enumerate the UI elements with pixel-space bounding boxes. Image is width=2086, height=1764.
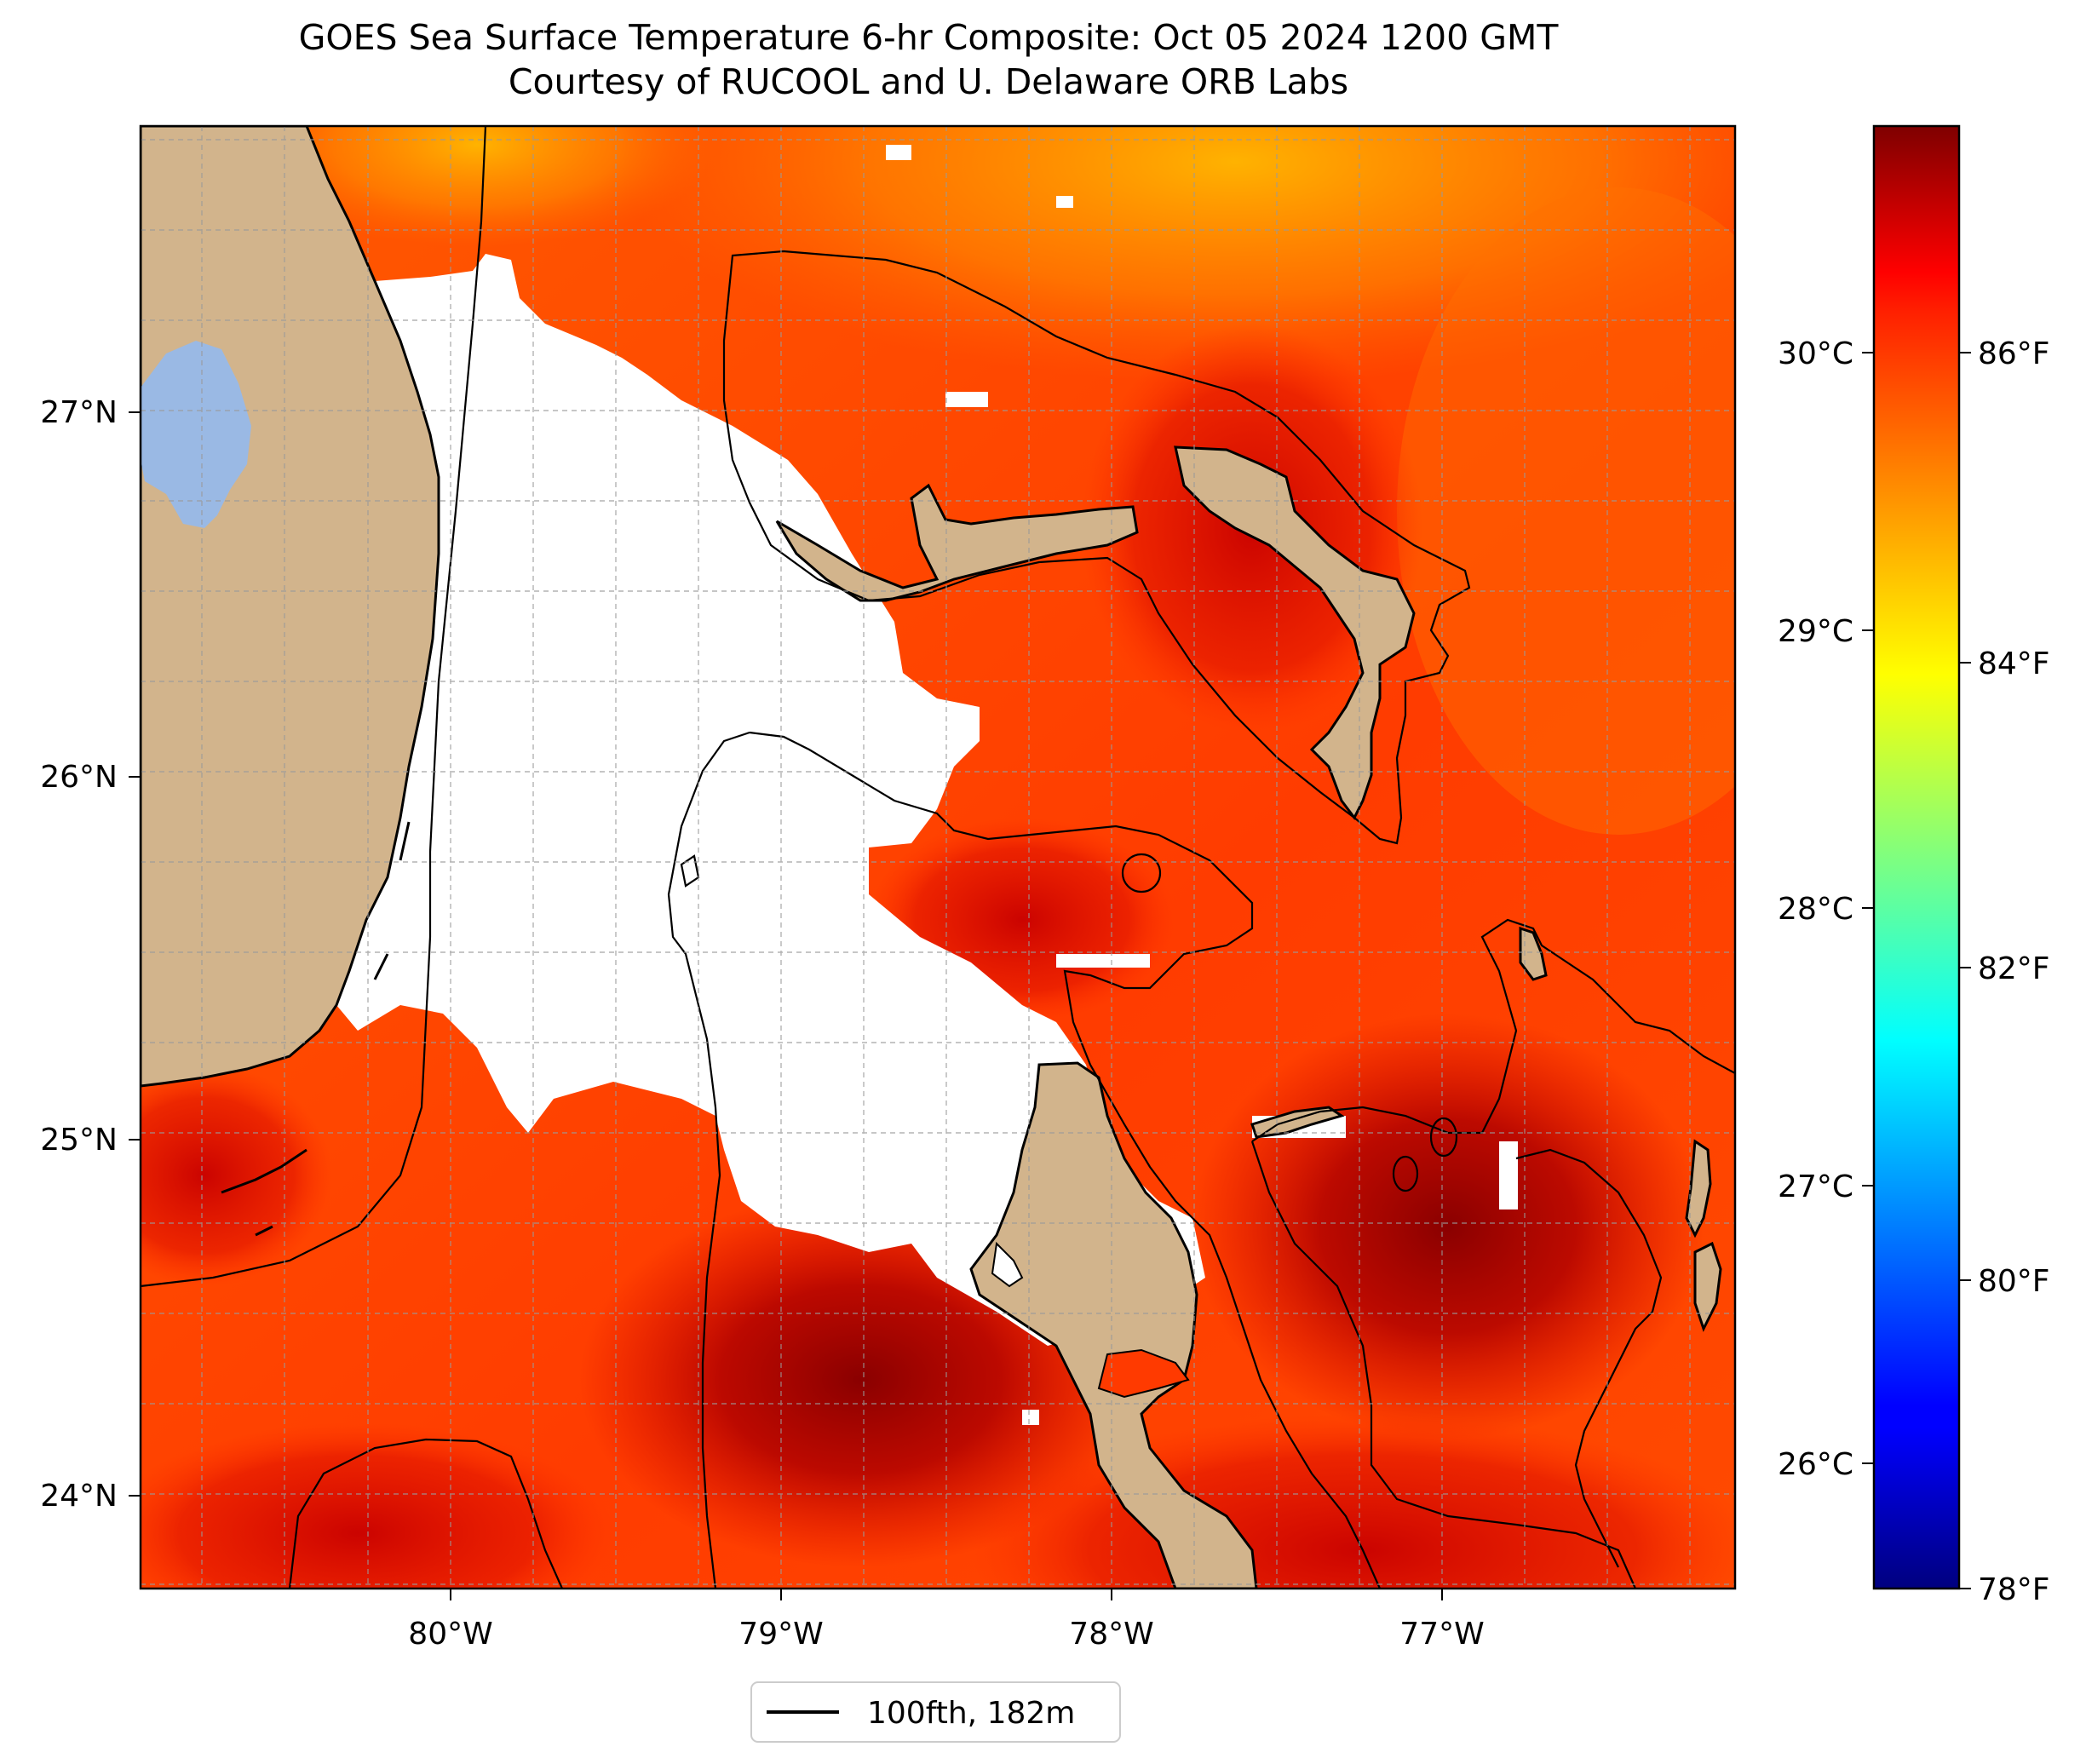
lon-tick-label: 77°W bbox=[1399, 1617, 1484, 1652]
isobath-seamount bbox=[1121, 853, 1162, 893]
legend-label: 100fth, 182m bbox=[867, 1696, 1075, 1731]
colorbar-celsius-label: 26°C bbox=[1778, 1447, 1853, 1482]
no-data-speck bbox=[1499, 1141, 1518, 1210]
no-data-speck bbox=[945, 392, 988, 407]
lake-okeechobee bbox=[141, 341, 251, 528]
land-andros bbox=[969, 1061, 1258, 1589]
title-line-2: Courtesy of RUCOOL and U. Delaware ORB L… bbox=[508, 61, 1349, 102]
land-eleuthera bbox=[1250, 1106, 1345, 1139]
colorbar-celsius-label: 29°C bbox=[1778, 614, 1853, 649]
land-exuma-north bbox=[1519, 926, 1548, 981]
no-data-speck bbox=[1056, 954, 1150, 968]
axis-ticks bbox=[129, 411, 1443, 1600]
land-grand-bahama bbox=[775, 483, 1139, 602]
isobath-andros-east bbox=[749, 731, 1382, 1589]
colorbar-fahrenheit-label: 82°F bbox=[1978, 951, 2050, 986]
isobath-exuma-inner bbox=[1515, 1148, 1663, 1568]
sst-field bbox=[141, 126, 1735, 1589]
andros-inlet bbox=[991, 1241, 1024, 1288]
lat-tick-label: 27°N bbox=[40, 395, 118, 430]
legend: 100fth, 182m bbox=[750, 1681, 1121, 1743]
cool-water-northwest bbox=[238, 126, 715, 247]
cool-water-north bbox=[622, 126, 1735, 383]
map-title: GOES Sea Surface Temperature 6-hr Compos… bbox=[0, 15, 1857, 104]
gridlines bbox=[141, 126, 1735, 1589]
colorbar-fahrenheit-label: 86°F bbox=[1978, 336, 2050, 371]
colorbar-celsius-label: 28°C bbox=[1778, 892, 1853, 927]
andros-inlet bbox=[1097, 1348, 1190, 1399]
lon-tick-label: 78°W bbox=[1069, 1617, 1153, 1652]
isobath-south bbox=[288, 1438, 564, 1589]
colorbar-celsius-label: 27°C bbox=[1778, 1169, 1853, 1204]
warm-water-keys bbox=[141, 1065, 332, 1286]
warm-water-southwest bbox=[141, 1422, 613, 1589]
orange-water-east bbox=[1397, 187, 1735, 835]
colorbar-celsius-label: 30°C bbox=[1778, 336, 1853, 371]
isobath-great-bahama-bank-west bbox=[667, 731, 750, 1589]
isobath-florida-east bbox=[141, 126, 487, 1288]
no-data-region bbox=[336, 254, 1205, 1346]
no-data-speck bbox=[1022, 1410, 1039, 1425]
colorbar-fahrenheit-ticks bbox=[1959, 352, 1971, 1589]
isobath-seamount bbox=[1392, 1155, 1419, 1192]
title-line-1: GOES Sea Surface Temperature 6-hr Compos… bbox=[298, 17, 1559, 58]
colorbar-fahrenheit-label: 84°F bbox=[1978, 646, 2050, 681]
map-frame bbox=[139, 124, 1737, 1590]
land-keys bbox=[221, 821, 411, 1237]
colorbar-celsius-ticks bbox=[1862, 352, 1874, 1464]
colorbar bbox=[1872, 124, 1961, 1590]
colorbar-fahrenheit-label: 80°F bbox=[1978, 1264, 2050, 1299]
isobath-exuma-sound bbox=[1250, 1141, 1637, 1589]
lat-tick-label: 24°N bbox=[40, 1479, 118, 1514]
isobath-seamount bbox=[1429, 1117, 1458, 1158]
lat-tick-label: 26°N bbox=[40, 760, 118, 795]
legend-box bbox=[750, 1681, 1121, 1743]
land-cat-island bbox=[1693, 1241, 1722, 1332]
lon-tick-label: 80°W bbox=[408, 1617, 492, 1652]
no-data-speck bbox=[1056, 196, 1073, 208]
lon-tick-label: 79°W bbox=[738, 1617, 823, 1652]
isobath-contours bbox=[141, 126, 1735, 1589]
lat-tick-label: 25°N bbox=[40, 1123, 118, 1158]
isobath-little-bahama-bank bbox=[722, 250, 1471, 845]
hot-water-exuma bbox=[1192, 1014, 1704, 1439]
land-exuma-south bbox=[1685, 1139, 1712, 1238]
isobath-tongue-of-ocean bbox=[1251, 918, 1735, 1142]
no-data-speck bbox=[886, 145, 911, 160]
colorbar-fahrenheit-label: 78°F bbox=[1978, 1572, 2050, 1607]
